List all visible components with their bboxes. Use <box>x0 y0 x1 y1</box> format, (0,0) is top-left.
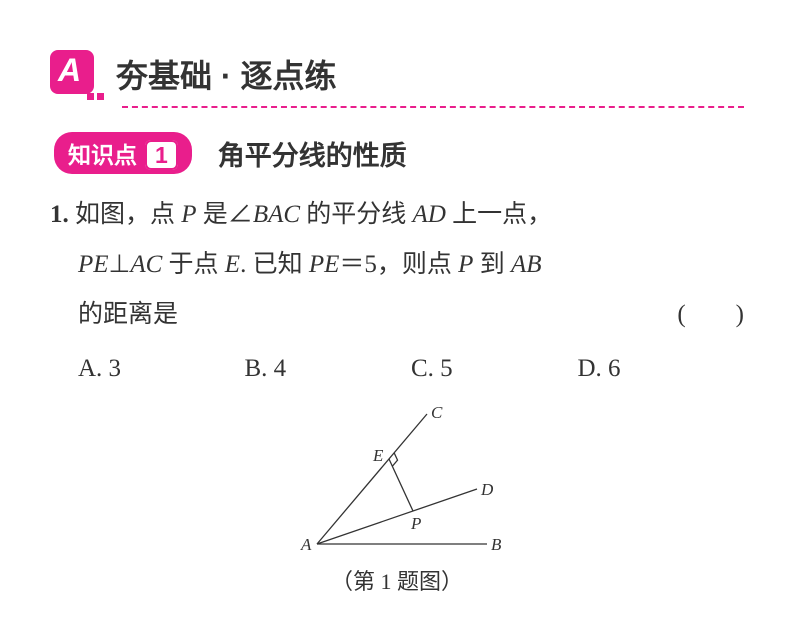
section-title: 夯基础 · 逐点练 <box>116 51 336 97</box>
option-c: C. 5 <box>411 344 578 394</box>
question-line3: 的距离是 ( ) <box>50 290 744 340</box>
geometry-diagram: A B C D E P <box>277 404 517 564</box>
figure: A B C D E P （第 1 题图） <box>50 404 744 596</box>
svg-text:P: P <box>410 514 421 533</box>
section-divider <box>122 106 744 108</box>
svg-text:E: E <box>372 446 384 465</box>
options-row: A. 3 B. 4 C. 5 D. 6 <box>50 344 744 394</box>
question-line1: 如图，点 P 是∠BAC 的平分线 AD 上一点， <box>69 201 552 228</box>
svg-text:C: C <box>431 404 443 422</box>
option-a: A. 3 <box>78 344 245 394</box>
knowledge-num: 1 <box>145 140 178 170</box>
knowledge-badge: 知识点1 <box>54 132 192 174</box>
option-b: B. 4 <box>245 344 412 394</box>
badge-letter: A <box>58 52 81 89</box>
question-block: 1. 如图，点 P 是∠BAC 的平分线 AD 上一点， PE⊥AC 于点 E.… <box>50 190 744 394</box>
svg-text:A: A <box>300 535 312 554</box>
answer-paren: ( ) <box>677 290 744 340</box>
section-badge: A <box>50 50 98 98</box>
knowledge-title: 角平分线的性质 <box>218 134 407 173</box>
figure-caption: （第 1 题图） <box>50 564 744 596</box>
svg-text:B: B <box>491 535 502 554</box>
svg-text:D: D <box>480 480 494 499</box>
question-number: 1. <box>50 201 69 228</box>
question-line2: PE⊥AC 于点 E. 已知 PE＝5，则点 P 到 AB <box>50 240 744 290</box>
option-d: D. 6 <box>578 344 745 394</box>
